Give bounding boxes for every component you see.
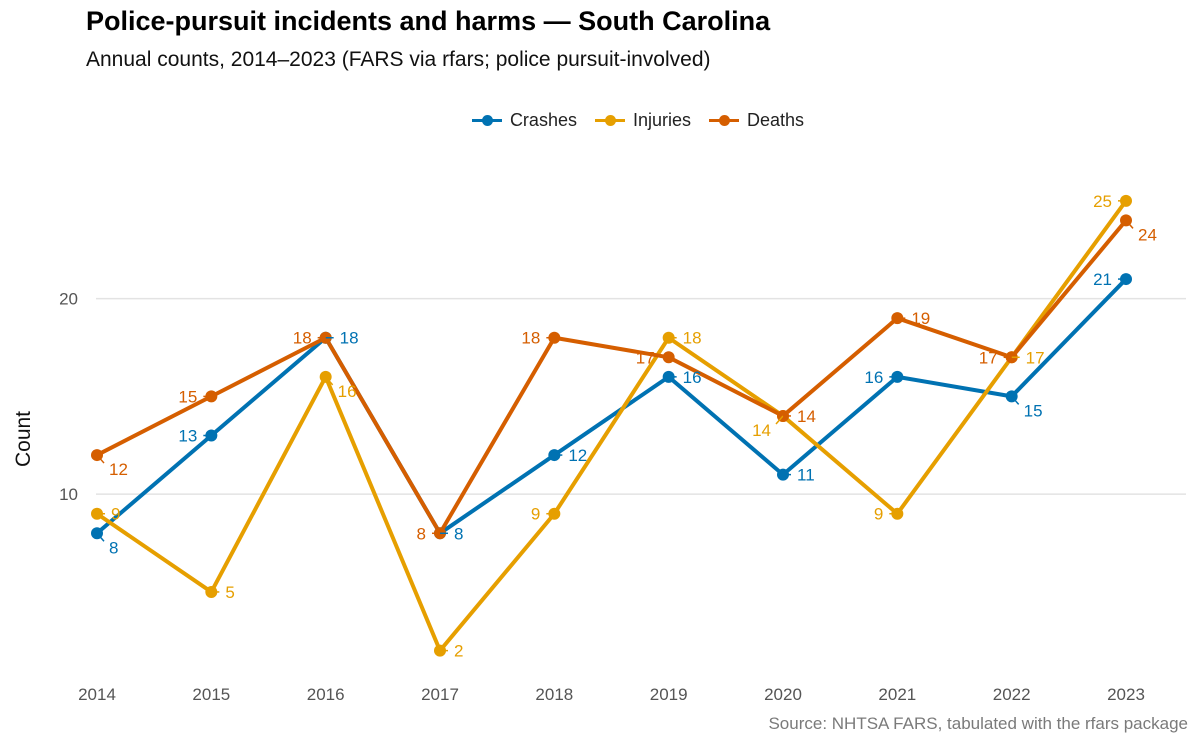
data-label-deaths-2014: 12	[109, 460, 128, 479]
data-label-crashes-2022: 15	[1024, 401, 1043, 420]
label-leader-deaths-2014	[96, 454, 105, 464]
data-label-deaths-2017: 8	[417, 524, 426, 543]
series-line-deaths	[95, 218, 1128, 536]
series-line-crashes	[95, 277, 1128, 536]
data-label-crashes-2015: 13	[178, 427, 197, 446]
chart-legend: Crashes Injuries Deaths	[0, 106, 1200, 134]
data-label-injuries-2019: 18	[683, 329, 702, 348]
x-tick-label-2021: 2021	[878, 685, 916, 704]
data-label-injuries-2021: 9	[874, 505, 883, 524]
data-label-crashes-2021: 16	[864, 368, 883, 387]
data-label-injuries-2017: 2	[454, 642, 463, 661]
series-layer	[91, 194, 1132, 657]
data-label-deaths-2016: 18	[293, 329, 312, 348]
data-label-deaths-2022: 17	[979, 348, 998, 367]
data-label-deaths-2021: 19	[911, 309, 930, 328]
data-label-crashes-2017: 8	[454, 524, 463, 543]
data-label-injuries-2020: 14	[752, 421, 771, 440]
data-label-injuries-2018: 9	[531, 505, 540, 524]
data-label-injuries-2016: 16	[338, 382, 357, 401]
data-label-crashes-2016: 18	[340, 329, 359, 348]
legend-item-injuries: Injuries	[594, 109, 691, 131]
label-leader-crashes-2022	[1011, 395, 1020, 405]
x-tick-label-2016: 2016	[307, 685, 345, 704]
legend-item-deaths: Deaths	[709, 110, 804, 131]
data-label-crashes-2018: 12	[568, 446, 587, 465]
chart-subtitle: Annual counts, 2014–2023 (FARS via rfars…	[86, 48, 711, 71]
data-label-deaths-2019: 17	[636, 348, 655, 367]
data-label-crashes-2014: 8	[109, 538, 118, 557]
chart-title: Police-pursuit incidents and harms — Sou…	[86, 6, 771, 36]
data-label-injuries-2015: 5	[225, 583, 234, 602]
legend-key-crashes	[471, 113, 502, 127]
x-tick-label-2018: 2018	[535, 685, 573, 704]
label-leader-deaths-2023	[1125, 219, 1134, 229]
label-leader-injuries-2016	[325, 376, 334, 386]
label-leader-injuries-2020	[775, 415, 784, 425]
data-label-injuries-2014: 9	[111, 505, 120, 524]
label-leader-crashes-2014	[96, 532, 105, 542]
data-label-deaths-2023: 24	[1138, 225, 1157, 244]
legend-dot-injuries	[604, 115, 616, 126]
data-label-crashes-2023: 21	[1093, 270, 1112, 289]
data-label-crashes-2019: 16	[683, 368, 702, 387]
x-tick-label-2020: 2020	[764, 685, 802, 704]
legend-key-injuries	[594, 113, 625, 127]
x-tick-label-2022: 2022	[993, 685, 1031, 704]
legend-key-deaths	[709, 113, 739, 127]
legend-label-deaths: Deaths	[747, 109, 805, 130]
chart-caption: Source: NHTSA FARS, tabulated with the r…	[768, 714, 1188, 733]
label-layer: 8 13 18 8 12 16 11 16 15 21 9 5 16 2 9 18 14 9 17 25 12 15 18 8…	[96, 192, 1157, 661]
legend-item-crashes: Crashes	[471, 109, 577, 131]
x-tick-label-2014: 2014	[78, 685, 116, 704]
axis-layer: 10 20 2014 2015 2016 2017 2018 2019 2020 2021 2022…	[12, 290, 1145, 704]
data-label-deaths-2020: 14	[797, 407, 816, 426]
y-tick-label-20: 20	[59, 290, 78, 309]
x-tick-label-2015: 2015	[192, 685, 230, 704]
legend-label-injuries: Injuries	[632, 109, 691, 130]
legend-label-crashes: Crashes	[509, 109, 577, 130]
data-label-deaths-2015: 15	[178, 387, 197, 406]
data-label-crashes-2020: 11	[797, 466, 815, 485]
data-label-deaths-2018: 18	[521, 329, 540, 348]
x-tick-label-2023: 2023	[1107, 685, 1145, 704]
series-line-injuries	[95, 198, 1128, 653]
legend-dot-crashes	[481, 115, 493, 126]
data-label-injuries-2022: 17	[1026, 348, 1045, 367]
y-axis-title: Count	[12, 411, 35, 467]
y-tick-label-10: 10	[59, 485, 78, 504]
x-tick-label-2019: 2019	[650, 685, 688, 704]
data-label-injuries-2023: 25	[1093, 192, 1112, 211]
x-tick-label-2017: 2017	[421, 685, 459, 704]
legend-dot-deaths	[719, 115, 730, 126]
grid-layer	[96, 297, 1186, 495]
